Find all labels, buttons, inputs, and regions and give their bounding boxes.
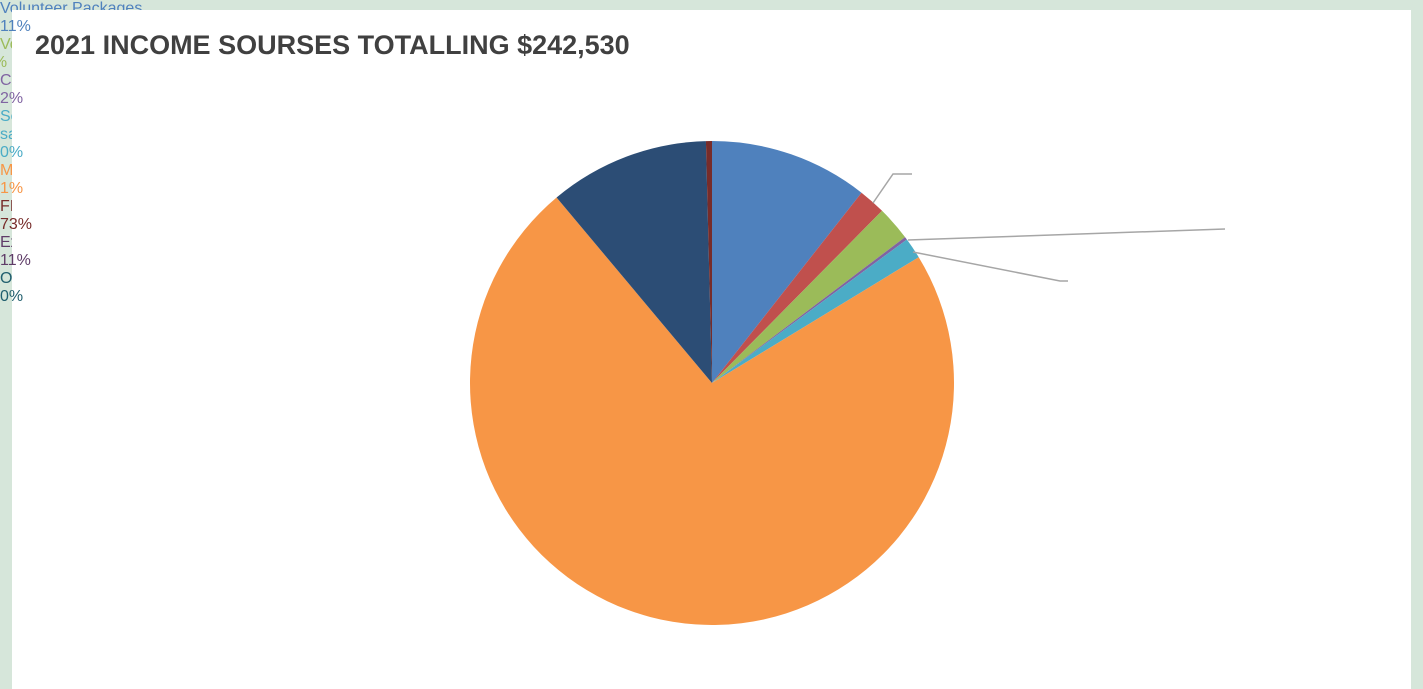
- leader-line: [912, 251, 1068, 282]
- pie-slice: [470, 197, 954, 625]
- value-label: 2%: [0, 54, 244, 72]
- value-label: 11%: [0, 252, 31, 269]
- value-label: 1%: [0, 180, 24, 197]
- value-label: 0%: [0, 288, 24, 305]
- pie-slice: [712, 237, 907, 383]
- leader-line: [907, 228, 1226, 241]
- pie-slice: [712, 239, 919, 383]
- chart-title: 2021 INCOME SOURSES TOTALLING $242,530: [35, 30, 630, 60]
- pie-slice: [712, 192, 883, 383]
- pie-slice: [712, 210, 906, 383]
- value-label: 0%: [0, 144, 24, 161]
- pie-slice: [705, 141, 712, 383]
- value-label: 2%: [0, 90, 24, 107]
- pie-slice: [712, 141, 862, 383]
- leader-line: [872, 173, 912, 204]
- pie-slice: [556, 141, 712, 383]
- value-label: 11%: [0, 18, 31, 35]
- value-label: 73%: [0, 216, 33, 233]
